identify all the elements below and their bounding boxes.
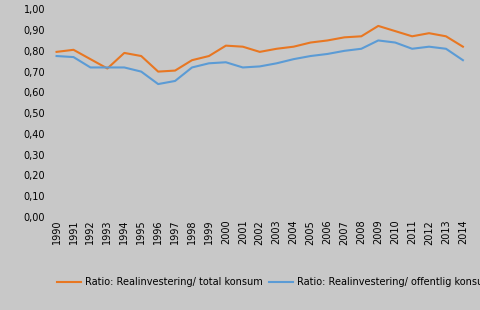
Ratio: Realinvestering/ total konsum: (2.01e+03, 0.82): Realinvestering/ total konsum: (2.01e+03… (459, 45, 465, 49)
Ratio: Realinvestering/ total konsum: (1.99e+03, 0.76): Realinvestering/ total konsum: (1.99e+03… (87, 57, 93, 61)
Ratio: Realinvestering/ total konsum: (2e+03, 0.705): Realinvestering/ total konsum: (2e+03, 0… (172, 69, 178, 73)
Ratio: Realinvestering/ total konsum: (2e+03, 0.775): Realinvestering/ total konsum: (2e+03, 0… (138, 54, 144, 58)
Ratio: Realinvestering/ offentlig konsum: (2e+03, 0.725): Realinvestering/ offentlig konsum: (2e+0… (256, 64, 262, 68)
Ratio: Realinvestering/ total konsum: (2.01e+03, 0.885): Realinvestering/ total konsum: (2.01e+03… (425, 31, 431, 35)
Ratio: Realinvestering/ total konsum: (2e+03, 0.755): Realinvestering/ total konsum: (2e+03, 0… (189, 58, 194, 62)
Ratio: Realinvestering/ offentlig konsum: (2e+03, 0.74): Realinvestering/ offentlig konsum: (2e+0… (273, 61, 279, 65)
Line: Ratio: Realinvestering/ offentlig konsum: Ratio: Realinvestering/ offentlig konsum (57, 40, 462, 84)
Ratio: Realinvestering/ offentlig konsum: (2e+03, 0.76): Realinvestering/ offentlig konsum: (2e+0… (290, 57, 296, 61)
Ratio: Realinvestering/ total konsum: (1.99e+03, 0.79): Realinvestering/ total konsum: (1.99e+03… (121, 51, 127, 55)
Ratio: Realinvestering/ total konsum: (2e+03, 0.825): Realinvestering/ total konsum: (2e+03, 0… (223, 44, 228, 47)
Ratio: Realinvestering/ offentlig konsum: (2e+03, 0.72): Realinvestering/ offentlig konsum: (2e+0… (189, 66, 194, 69)
Ratio: Realinvestering/ offentlig konsum: (1.99e+03, 0.775): Realinvestering/ offentlig konsum: (1.99… (54, 54, 60, 58)
Ratio: Realinvestering/ offentlig konsum: (2.01e+03, 0.82): Realinvestering/ offentlig konsum: (2.01… (425, 45, 431, 49)
Ratio: Realinvestering/ total konsum: (2e+03, 0.795): Realinvestering/ total konsum: (2e+03, 0… (256, 50, 262, 54)
Ratio: Realinvestering/ offentlig konsum: (2.01e+03, 0.81): Realinvestering/ offentlig konsum: (2.01… (442, 47, 448, 51)
Ratio: Realinvestering/ offentlig konsum: (2e+03, 0.655): Realinvestering/ offentlig konsum: (2e+0… (172, 79, 178, 83)
Ratio: Realinvestering/ total konsum: (2e+03, 0.81): Realinvestering/ total konsum: (2e+03, 0… (273, 47, 279, 51)
Ratio: Realinvestering/ offentlig konsum: (2e+03, 0.64): Realinvestering/ offentlig konsum: (2e+0… (155, 82, 161, 86)
Ratio: Realinvestering/ total konsum: (2e+03, 0.82): Realinvestering/ total konsum: (2e+03, 0… (290, 45, 296, 49)
Ratio: Realinvestering/ offentlig konsum: (1.99e+03, 0.72): Realinvestering/ offentlig konsum: (1.99… (87, 66, 93, 69)
Ratio: Realinvestering/ offentlig konsum: (2.01e+03, 0.8): Realinvestering/ offentlig konsum: (2.01… (341, 49, 347, 53)
Ratio: Realinvestering/ total konsum: (2.01e+03, 0.87): Realinvestering/ total konsum: (2.01e+03… (442, 34, 448, 38)
Line: Ratio: Realinvestering/ total konsum: Ratio: Realinvestering/ total konsum (57, 26, 462, 72)
Ratio: Realinvestering/ total konsum: (1.99e+03, 0.715): Realinvestering/ total konsum: (1.99e+03… (104, 67, 110, 70)
Ratio: Realinvestering/ total konsum: (1.99e+03, 0.795): Realinvestering/ total konsum: (1.99e+03… (54, 50, 60, 54)
Ratio: Realinvestering/ offentlig konsum: (1.99e+03, 0.72): Realinvestering/ offentlig konsum: (1.99… (104, 66, 110, 69)
Ratio: Realinvestering/ total konsum: (2e+03, 0.7): Realinvestering/ total konsum: (2e+03, 0… (155, 70, 161, 73)
Ratio: Realinvestering/ offentlig konsum: (1.99e+03, 0.72): Realinvestering/ offentlig konsum: (1.99… (121, 66, 127, 69)
Ratio: Realinvestering/ offentlig konsum: (2e+03, 0.745): Realinvestering/ offentlig konsum: (2e+0… (223, 60, 228, 64)
Ratio: Realinvestering/ offentlig konsum: (2.01e+03, 0.84): Realinvestering/ offentlig konsum: (2.01… (392, 41, 397, 44)
Ratio: Realinvestering/ total konsum: (1.99e+03, 0.805): Realinvestering/ total konsum: (1.99e+03… (71, 48, 76, 52)
Ratio: Realinvestering/ offentlig konsum: (2.01e+03, 0.785): Realinvestering/ offentlig konsum: (2.01… (324, 52, 330, 56)
Ratio: Realinvestering/ offentlig konsum: (2e+03, 0.74): Realinvestering/ offentlig konsum: (2e+0… (205, 61, 211, 65)
Ratio: Realinvestering/ offentlig konsum: (2e+03, 0.72): Realinvestering/ offentlig konsum: (2e+0… (240, 66, 245, 69)
Ratio: Realinvestering/ total konsum: (2e+03, 0.775): Realinvestering/ total konsum: (2e+03, 0… (205, 54, 211, 58)
Ratio: Realinvestering/ offentlig konsum: (2e+03, 0.775): Realinvestering/ offentlig konsum: (2e+0… (307, 54, 313, 58)
Ratio: Realinvestering/ total konsum: (2e+03, 0.84): Realinvestering/ total konsum: (2e+03, 0… (307, 41, 313, 44)
Legend: Ratio: Realinvestering/ total konsum, Ratio: Realinvestering/ offentlig konsum: Ratio: Realinvestering/ total konsum, Ra… (53, 273, 480, 291)
Ratio: Realinvestering/ total konsum: (2.01e+03, 0.895): Realinvestering/ total konsum: (2.01e+03… (392, 29, 397, 33)
Ratio: Realinvestering/ offentlig konsum: (2.01e+03, 0.81): Realinvestering/ offentlig konsum: (2.01… (358, 47, 363, 51)
Ratio: Realinvestering/ total konsum: (2e+03, 0.82): Realinvestering/ total konsum: (2e+03, 0… (240, 45, 245, 49)
Ratio: Realinvestering/ total konsum: (2.01e+03, 0.85): Realinvestering/ total konsum: (2.01e+03… (324, 38, 330, 42)
Ratio: Realinvestering/ total konsum: (2.01e+03, 0.865): Realinvestering/ total konsum: (2.01e+03… (341, 35, 347, 39)
Ratio: Realinvestering/ total konsum: (2.01e+03, 0.92): Realinvestering/ total konsum: (2.01e+03… (374, 24, 380, 28)
Ratio: Realinvestering/ total konsum: (2.01e+03, 0.87): Realinvestering/ total konsum: (2.01e+03… (358, 34, 363, 38)
Ratio: Realinvestering/ offentlig konsum: (2.01e+03, 0.81): Realinvestering/ offentlig konsum: (2.01… (408, 47, 414, 51)
Ratio: Realinvestering/ offentlig konsum: (2.01e+03, 0.85): Realinvestering/ offentlig konsum: (2.01… (374, 38, 380, 42)
Ratio: Realinvestering/ offentlig konsum: (1.99e+03, 0.77): Realinvestering/ offentlig konsum: (1.99… (71, 55, 76, 59)
Ratio: Realinvestering/ offentlig konsum: (2e+03, 0.7): Realinvestering/ offentlig konsum: (2e+0… (138, 70, 144, 73)
Ratio: Realinvestering/ offentlig konsum: (2.01e+03, 0.755): Realinvestering/ offentlig konsum: (2.01… (459, 58, 465, 62)
Ratio: Realinvestering/ total konsum: (2.01e+03, 0.87): Realinvestering/ total konsum: (2.01e+03… (408, 34, 414, 38)
